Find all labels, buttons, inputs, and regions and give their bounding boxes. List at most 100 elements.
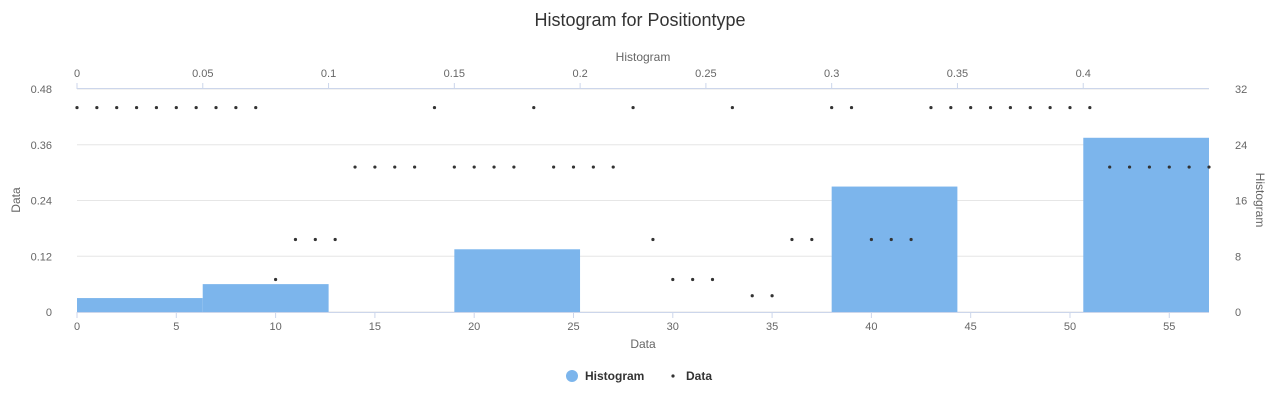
chart-title: Histogram for Positiontype [534,10,745,30]
legend-histogram-symbol [566,370,578,382]
data-point-56 [1187,165,1191,169]
y-right-ticks: 0 8 16 24 32 [1235,84,1247,319]
data-point-18 [432,105,437,110]
histogram-bar-8 [1083,137,1209,312]
data-point-57 [1207,165,1211,169]
data-point-6 [194,105,198,110]
legend-histogram-label: Histogram [585,369,644,383]
x-top-tick-label-7: 0.35 [947,68,968,80]
data-point-12 [313,237,317,242]
x-bottom-tick-label-6: 30 [667,321,679,333]
data-point-49 [1048,105,1052,110]
data-point-29 [651,237,655,242]
histogram-bar-1 [202,284,329,312]
data-point-38 [830,105,834,110]
data-point-32 [710,277,715,282]
data-point-4 [154,105,159,110]
x-bottom-tick-label-0: 0 [74,321,80,333]
data-point-25 [571,165,576,169]
data-point-1 [95,105,99,110]
x-top-axis-title: Histogram [616,50,671,64]
y-left-tick-label-1: 0.12 [31,251,52,263]
x-top-tick-label-0: 0 [74,68,80,80]
data-point-53 [1127,165,1132,169]
data-point-3 [134,105,139,110]
legend-item-histogram[interactable]: Histogram [566,369,644,383]
histogram-bar-6 [831,186,958,312]
histogram-bar-3 [454,249,581,312]
y-right-tick-label-3: 24 [1235,140,1247,152]
data-point-37 [810,237,814,242]
x-top-tick-label-8: 0.4 [1076,68,1091,80]
data-point-50 [1068,105,1072,110]
data-point-24 [552,165,556,169]
x-bottom-tick-label-9: 45 [965,321,977,333]
data-point-52 [1108,165,1112,169]
data-point-27 [611,165,615,169]
data-point-47 [1008,105,1013,110]
data-point-2 [115,105,119,110]
data-point-23 [532,105,536,110]
grid-lines [77,88,1209,313]
data-point-33 [730,105,734,110]
data-point-11 [293,237,298,242]
y-left-tick-label-3: 0.36 [31,140,52,152]
x-bottom-ticks: 0 5 10 15 20 25 30 35 40 45 50 55 [74,312,1175,333]
data-point-19 [452,165,456,169]
data-point-31 [691,277,695,282]
data-point-28 [631,105,635,110]
y-left-tick-label-2: 0.24 [31,196,52,208]
y-right-tick-label-4: 32 [1235,84,1247,96]
data-point-44 [949,105,953,110]
data-point-7 [214,105,218,110]
data-point-5 [174,105,178,110]
legend-item-data[interactable]: Data [671,369,712,383]
data-point-22 [512,165,516,169]
x-bottom-tick-label-10: 50 [1064,321,1076,333]
x-bottom-tick-label-11: 55 [1163,321,1175,333]
histogram-bar-0 [77,298,203,312]
x-bottom-axis-title: Data [630,337,656,351]
x-top-tick-label-1: 0.05 [192,68,213,80]
histogram-bars [77,137,1209,312]
legend: Histogram Data [566,369,712,383]
data-point-14 [353,165,357,169]
data-point-35 [770,294,774,298]
data-point-16 [393,165,397,169]
x-bottom-tick-label-4: 20 [468,321,480,333]
data-point-15 [373,165,377,169]
data-point-55 [1167,165,1171,169]
data-point-41 [889,237,893,242]
data-point-20 [472,165,476,169]
data-point-46 [988,105,993,110]
x-bottom-tick-label-5: 25 [567,321,579,333]
x-bottom-tick-label-2: 10 [269,321,281,333]
data-point-48 [1028,105,1032,110]
y-right-tick-label-0: 0 [1235,307,1241,319]
y-left-tick-label-0: 0 [46,307,52,319]
data-point-13 [333,237,337,242]
x-bottom-tick-label-8: 40 [865,321,877,333]
x-bottom-tick-label-7: 35 [766,321,778,333]
data-point-9 [254,105,258,110]
y-left-tick-label-4: 0.48 [31,84,52,96]
x-top-tick-label-6: 0.3 [824,68,839,80]
data-point-43 [929,105,933,110]
data-point-54 [1147,165,1152,169]
data-point-42 [909,237,913,242]
x-top-tick-label-5: 0.25 [695,68,716,80]
data-point-17 [413,165,417,169]
data-point-10 [273,277,278,282]
data-point-51 [1088,105,1092,110]
legend-data-symbol [671,374,675,378]
y-left-axis-title: Data [9,187,23,213]
x-top-ticks: 0 0.05 0.1 0.15 0.2 0.25 0.3 0.35 0.4 [74,68,1091,89]
data-point-40 [869,237,873,242]
data-point-21 [492,165,496,169]
legend-data-label: Data [686,369,712,383]
y-left-ticks: 0 0.12 0.24 0.36 0.48 [31,84,52,319]
y-right-tick-label-2: 16 [1235,196,1247,208]
x-top-tick-label-4: 0.2 [572,68,587,80]
x-bottom-tick-label-1: 5 [173,321,179,333]
